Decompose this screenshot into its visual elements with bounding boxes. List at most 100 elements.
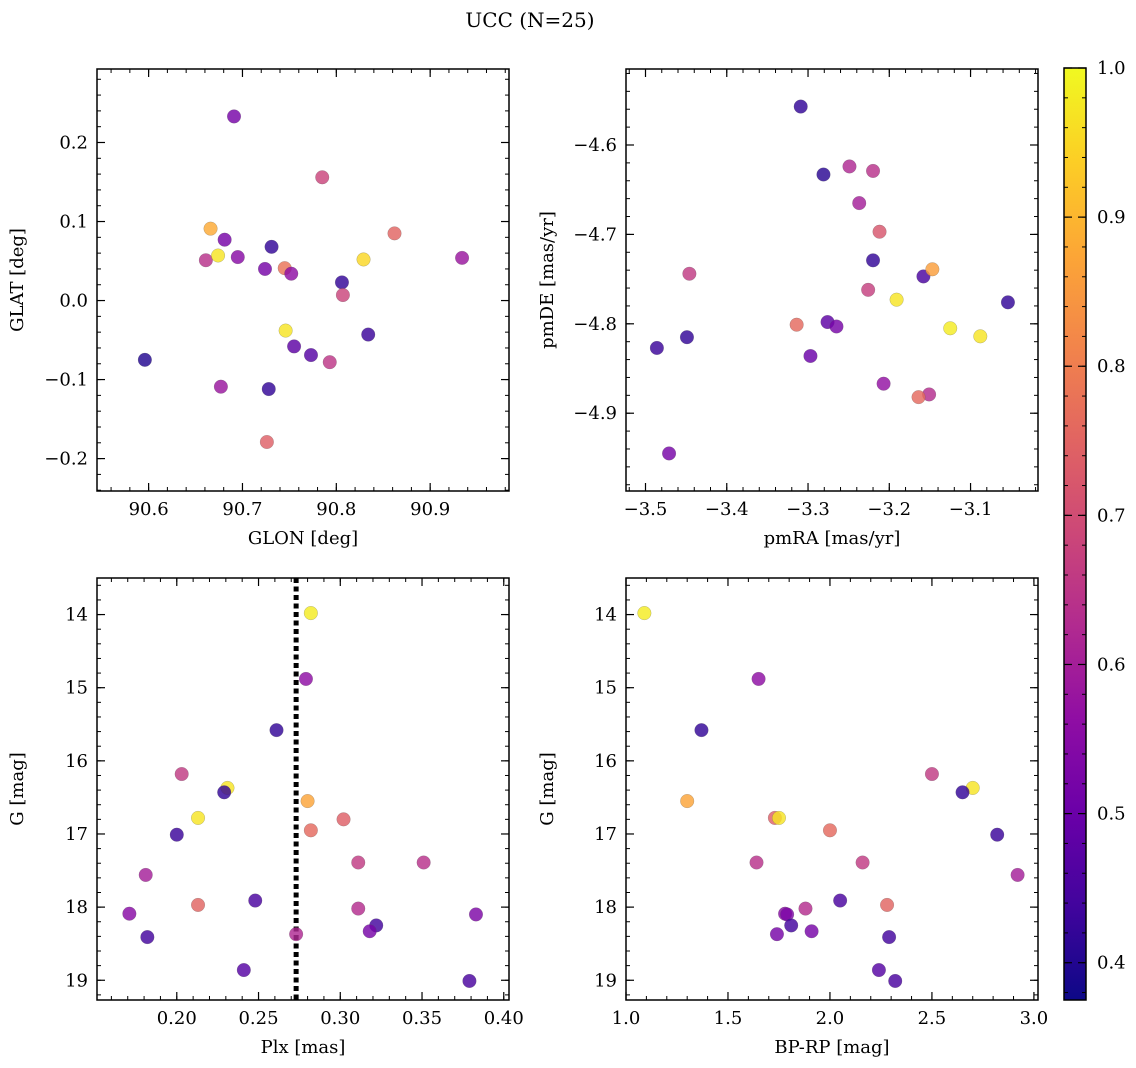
scatter-point — [871, 963, 886, 978]
scatter-point — [137, 352, 152, 367]
scatter-point — [816, 167, 831, 182]
scatter-point — [679, 330, 694, 345]
scatter-point — [882, 930, 897, 945]
scatter-point — [261, 382, 276, 397]
y-tick-label: 0.0 — [59, 291, 88, 312]
scatter-point — [889, 292, 904, 307]
scatter-point — [769, 927, 784, 942]
y-tick-label: 14 — [65, 605, 88, 626]
scatter-point — [174, 767, 189, 782]
scatter-point — [303, 348, 318, 363]
y-tick-label: 18 — [65, 897, 88, 918]
y-tick-label: −4.7 — [573, 224, 617, 245]
x-tick-label: −3.3 — [786, 499, 830, 520]
axes-frame — [625, 68, 1039, 492]
scatter-point — [872, 224, 887, 239]
scatter-point — [298, 671, 313, 686]
x-axis-label: GLON [deg] — [248, 528, 358, 549]
scatter-point — [227, 109, 242, 124]
x-tick-label: −3.4 — [705, 499, 749, 520]
scatter-point — [289, 927, 304, 942]
x-tick-label: 90.9 — [410, 499, 450, 520]
scatter-point — [749, 855, 764, 870]
panel-pmra-pmde: −3.5 −3.4 −3.3 −3.2 −3.1 −4.9 −4.8 −4.7 −4.6 pmRA… — [537, 68, 1039, 549]
y-tick-label: −4.9 — [573, 403, 617, 424]
scatter-point — [876, 376, 891, 391]
scatter-point — [416, 855, 431, 870]
colorbar-tick-label: 0.9 — [1097, 207, 1126, 228]
y-axis-label: GLAT [deg] — [7, 228, 28, 332]
x-tick-label: 1.0 — [612, 1008, 641, 1029]
y-tick-label: 16 — [65, 751, 88, 772]
x-tick-label: 2.5 — [918, 1008, 947, 1029]
x-tick-label: 3.0 — [1020, 1008, 1049, 1029]
scatter-point — [264, 239, 279, 254]
scatter-point — [955, 785, 970, 800]
scatter-point — [203, 221, 218, 236]
scatter-point — [924, 767, 939, 782]
y-tick-label: 0.1 — [59, 212, 88, 233]
scatter-point — [1010, 867, 1025, 882]
x-tick-label: 0.25 — [238, 1008, 278, 1029]
scatter-point — [649, 340, 664, 355]
scatter-point — [236, 963, 251, 978]
x-tick-label: 2.0 — [816, 1008, 845, 1029]
scatter-point — [829, 319, 844, 334]
scatter-point — [335, 288, 350, 303]
scatter-point — [278, 323, 293, 338]
x-axis-label: BP-RP [mag] — [774, 1037, 889, 1058]
y-tick-label: 17 — [65, 824, 88, 845]
scatter-point — [362, 924, 377, 939]
colorbar-frame — [1063, 67, 1087, 1001]
x-tick-label: 0.35 — [402, 1008, 442, 1029]
scatter-point — [198, 253, 213, 268]
scatter-point — [455, 250, 470, 265]
y-axis-label: G [mag] — [537, 752, 558, 825]
colorbar-tick-label: 0.5 — [1097, 804, 1126, 825]
colorbar-tick-label: 0.8 — [1097, 356, 1126, 377]
scatter-point — [866, 253, 881, 268]
scatter-point — [784, 918, 799, 933]
scatter-point — [336, 812, 351, 827]
x-axis-label: Plx [mas] — [261, 1037, 346, 1058]
scatter-point — [911, 390, 926, 405]
colorbar: 0.4 0.5 0.6 0.7 0.8 0.9 1.0 — [1063, 58, 1126, 1001]
x-tick-label: −3.5 — [624, 499, 668, 520]
x-tick-label: 1.5 — [714, 1008, 743, 1029]
scatter-point — [866, 163, 881, 178]
scatter-point — [798, 901, 813, 916]
scatter-point — [637, 606, 652, 621]
axes-frame — [96, 68, 510, 492]
scatter-point — [822, 823, 837, 838]
scatter-point — [303, 606, 318, 621]
scatter-point — [213, 379, 228, 394]
scatter-point — [217, 785, 232, 800]
y-axis-label: G [mag] — [7, 752, 28, 825]
scatter-point — [361, 327, 376, 342]
x-tick-label: 0.20 — [157, 1008, 197, 1029]
scatter-point — [257, 261, 272, 276]
y-tick-label: 15 — [65, 678, 88, 699]
scatter-point — [211, 248, 226, 263]
scatter-point — [303, 823, 318, 838]
x-tick-label: 90.6 — [129, 499, 169, 520]
scatter-point — [259, 435, 274, 450]
scatter-point — [789, 317, 804, 332]
x-tick-label: 90.7 — [222, 499, 262, 520]
panel-glon-glat: 90.6 90.7 90.8 90.9 −0.2 −0.1 0.0 0.1 0.2 GLON [d… — [7, 68, 510, 549]
scatter-point — [248, 893, 263, 908]
colorbar-gradient — [1064, 68, 1086, 1000]
scatter-point — [140, 930, 155, 945]
panel-plx-g: 0.20 0.25 0.30 0.35 0.40 14 15 16 17 18 19 Plx [mas… — [7, 577, 524, 1058]
scatter-point — [943, 321, 958, 336]
scatter-point — [680, 794, 695, 809]
axes-frame — [625, 577, 1039, 1001]
y-axis-label: pmDE [mas/yr] — [537, 211, 558, 349]
colorbar-tick-label: 0.6 — [1097, 654, 1126, 675]
scatter-point — [855, 855, 870, 870]
x-tick-label: 90.8 — [316, 499, 356, 520]
y-tick-label: 0.2 — [59, 132, 88, 153]
y-tick-label: 19 — [65, 970, 88, 991]
scatter-point — [462, 973, 477, 988]
scatter-point — [287, 339, 302, 354]
